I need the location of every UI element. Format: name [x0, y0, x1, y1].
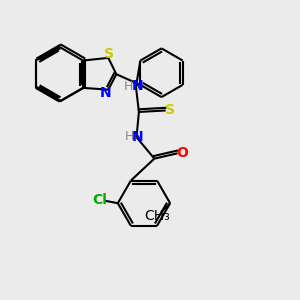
- Text: N: N: [100, 85, 112, 100]
- Text: S: S: [165, 103, 175, 117]
- Text: N: N: [132, 79, 143, 93]
- Text: Cl: Cl: [92, 193, 107, 207]
- Text: H: H: [124, 130, 134, 143]
- Text: O: O: [176, 146, 188, 160]
- Text: H: H: [124, 80, 133, 93]
- Text: CH₃: CH₃: [144, 209, 170, 223]
- Text: S: S: [104, 47, 114, 61]
- Text: N: N: [132, 130, 144, 144]
